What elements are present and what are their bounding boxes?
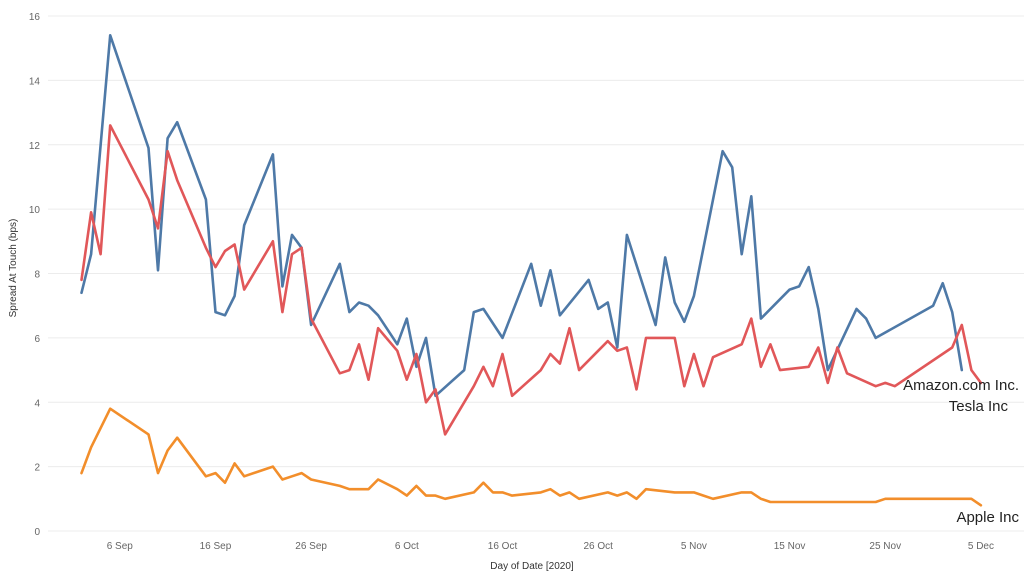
x-tick-label: 16 Oct — [488, 541, 518, 552]
series-lines — [80, 34, 983, 507]
series-label-tesla: Tesla Inc — [949, 398, 1009, 415]
x-tick-label: 15 Nov — [774, 541, 806, 552]
x-tick-label: 5 Nov — [681, 541, 707, 552]
y-tick-label: 8 — [34, 270, 40, 281]
x-axis-title: Day of Date [2020] — [490, 561, 574, 572]
series-line-tesla-inc — [80, 124, 983, 436]
series-line-amazon-com-inc — [80, 34, 964, 398]
x-tick-label: 6 Oct — [395, 541, 419, 552]
series-line-apple-inc — [80, 407, 983, 507]
gridlines — [48, 15, 1024, 532]
x-tick-label: 26 Oct — [583, 541, 613, 552]
x-tick-label: 16 Sep — [200, 541, 232, 552]
y-tick-label: 10 — [29, 205, 41, 216]
y-tick-label: 12 — [29, 141, 41, 152]
x-tick-label: 26 Sep — [295, 541, 327, 552]
y-axis-title: Spread At Touch (bps) — [8, 219, 19, 318]
x-axis-ticks: 6 Sep 16 Sep 26 Sep 6 Oct 16 Oct 26 Oct 5 Nov 1… — [107, 541, 994, 552]
y-tick-label: 4 — [34, 398, 40, 409]
x-tick-label: 6 Sep — [107, 541, 134, 552]
y-axis-ticks: 0 2 4 6 8 10 12 14 16 — [29, 12, 41, 538]
x-tick-label: 5 Dec — [968, 541, 994, 552]
y-tick-label: 2 — [34, 463, 40, 474]
series-label-apple: Apple Inc — [956, 509, 1019, 526]
y-tick-label: 6 — [34, 334, 40, 345]
y-tick-label: 14 — [29, 76, 41, 87]
series-label-amazon: Amazon.com Inc. — [903, 377, 1019, 394]
x-tick-label: 25 Nov — [869, 541, 901, 552]
y-tick-label: 16 — [29, 12, 41, 23]
y-tick-label: 0 — [34, 527, 40, 538]
